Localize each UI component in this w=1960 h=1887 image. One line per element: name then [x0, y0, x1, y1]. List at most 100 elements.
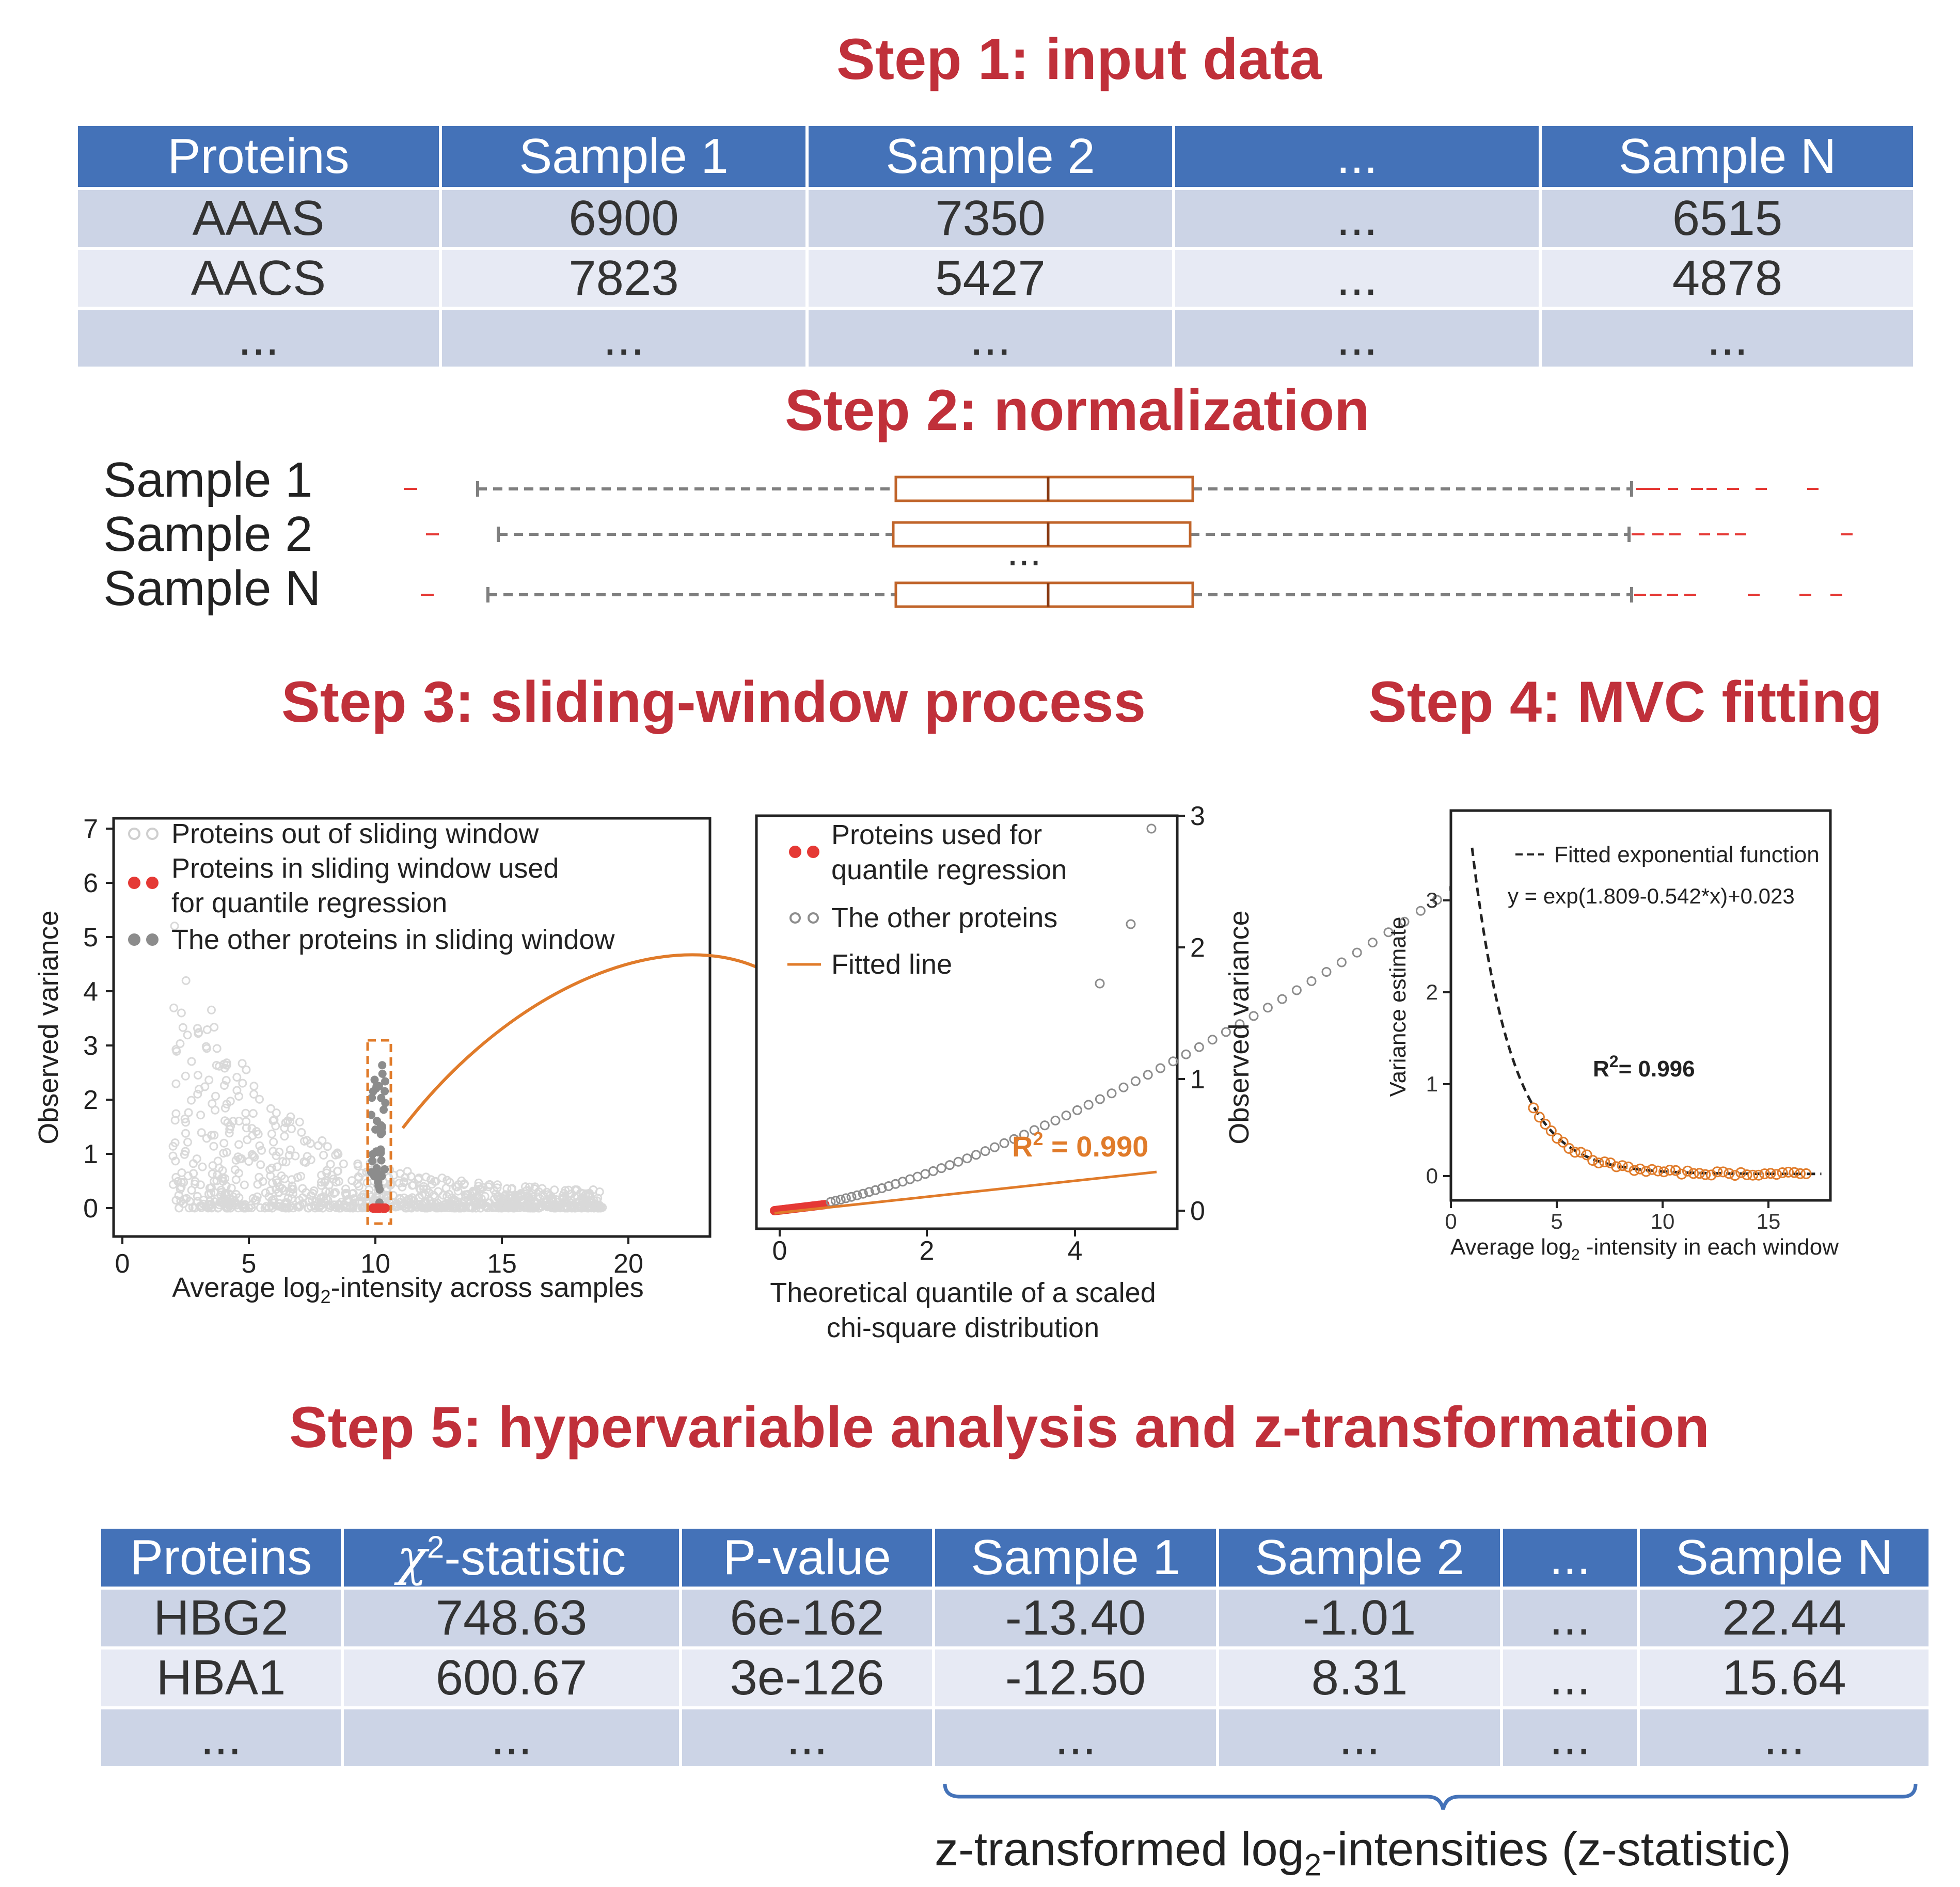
step1-title: Step 1: input data	[836, 27, 1322, 91]
scatter-point-out	[213, 1156, 223, 1166]
scatter-point-out	[184, 1108, 193, 1117]
scatter-point-out	[322, 1166, 331, 1175]
sliding-window-scatter: 0 1 2 3 4 5 6 7 0 5 10 15 20 Observed va…	[33, 814, 712, 1307]
scatter-point-out	[237, 1154, 246, 1163]
table-cell: HBG2	[98, 1587, 344, 1650]
scatter-point-out	[345, 1196, 354, 1206]
scatter-point-out	[242, 1123, 251, 1133]
legend-marker-out	[146, 828, 159, 840]
norm-sample-label: Sample N	[103, 561, 321, 616]
scatter-point-out	[181, 976, 191, 985]
qq-point-other	[1072, 1105, 1082, 1115]
scatter-point-other	[378, 1061, 387, 1070]
scatter-point-out	[225, 1124, 234, 1134]
mvc-window-point	[1534, 1112, 1545, 1123]
sliding-window-box	[366, 1039, 392, 1225]
scatter-point-out	[281, 1118, 290, 1127]
qq-point-other	[1221, 1027, 1231, 1037]
plot-c-equation: y = exp(1.809-0.542*x)+0.023	[1508, 884, 1795, 908]
mvc-window-point	[1528, 1102, 1539, 1114]
mvc-window-point	[1789, 1167, 1800, 1178]
table-cell: ...	[1637, 1706, 1932, 1769]
scatter-point-out	[196, 1111, 206, 1120]
qq-point-other	[980, 1146, 990, 1156]
scatter-point-out	[317, 1170, 326, 1180]
table-cell: ...	[805, 307, 1175, 370]
hypervariable-table: Proteins χ2-statistic P-value Sample 1 S…	[98, 1526, 1932, 1769]
scatter-point-out	[267, 1129, 276, 1138]
scatter-point-out	[269, 1198, 278, 1208]
scatter-point-other	[375, 1185, 384, 1194]
qq-point-other	[1050, 1115, 1061, 1125]
scatter-point-out	[211, 1091, 220, 1101]
qq-point-other	[1207, 1035, 1218, 1045]
scatter-point-out	[542, 1197, 551, 1207]
qq-point-other	[999, 1138, 1009, 1148]
scatter-point-out	[476, 1184, 485, 1194]
scatter-point-out	[339, 1159, 348, 1168]
qq-point-other	[1415, 906, 1426, 916]
scatter-point-out	[234, 1140, 243, 1149]
scatter-point-out	[171, 1109, 181, 1118]
qq-point-other	[936, 1163, 946, 1174]
fitted-line	[774, 1170, 1157, 1215]
scatter-point-out	[247, 1124, 257, 1133]
norm-sample-label: Sample 2	[103, 506, 313, 562]
scatter-point-out	[265, 1165, 275, 1174]
scatter-point-out	[255, 1095, 264, 1104]
table-row: AACS 7823 5427 ... 4878	[75, 247, 1916, 310]
scatter-point-out	[495, 1202, 504, 1211]
table-cell: 748.63	[341, 1587, 682, 1650]
mvc-window-point	[1611, 1161, 1622, 1172]
qq-point-other	[852, 1190, 862, 1200]
scatter-point-out	[272, 1185, 281, 1194]
qq-point-other	[1019, 1130, 1029, 1140]
scatter-point-out	[472, 1200, 481, 1210]
input-header-proteins: Proteins	[75, 123, 442, 190]
scatter-point-out	[341, 1188, 350, 1198]
table-row: HBG2 748.63 6e-162 -13.40 -1.01 ... 22.4…	[98, 1587, 1932, 1650]
x-tick-label: 0	[772, 1236, 787, 1266]
scatter-point-out	[228, 1117, 238, 1126]
legend-label: Proteins used for	[831, 819, 1042, 850]
x-tick-label: 20	[613, 1249, 643, 1279]
x-tick-label: 0	[115, 1249, 130, 1279]
qq-point-other	[1130, 1076, 1141, 1086]
scatter-point-out	[457, 1176, 466, 1185]
scatter-point-out	[260, 1203, 270, 1213]
y-tick-label: 2	[83, 1085, 98, 1115]
qq-point-other	[1029, 1125, 1039, 1135]
scatter-point-other	[377, 1093, 386, 1102]
scatter-point-out	[240, 1180, 249, 1190]
qq-point-other	[864, 1187, 874, 1197]
legend-marker-out	[128, 828, 140, 840]
mvc-window-point	[1658, 1166, 1669, 1178]
scatter-point-out	[200, 1082, 210, 1091]
scatter-point-out	[398, 1182, 407, 1192]
scatter-point-out	[508, 1184, 516, 1193]
scatter-point-out	[238, 1079, 247, 1088]
step3-title: Step 3: sliding-window process	[281, 670, 1146, 734]
output-header-ellipsis: ...	[1500, 1526, 1640, 1590]
qq-point-other	[1126, 919, 1136, 929]
table-row: HBA1 600.67 3e-126 -12.50 8.31 ... 15.64	[98, 1646, 1932, 1709]
scatter-point-out	[190, 1203, 199, 1213]
scatter-point-out	[361, 1197, 371, 1206]
scatter-point-out	[222, 1076, 231, 1085]
qq-point-other	[1367, 938, 1378, 948]
scatter-point-out	[561, 1186, 570, 1195]
table-cell: ...	[1500, 1706, 1640, 1769]
scatter-point-out	[415, 1174, 423, 1183]
scatter-point-other	[377, 1128, 386, 1137]
mvc-window-point	[1783, 1166, 1794, 1178]
scatter-point-out	[520, 1200, 530, 1210]
scatter-point-out	[453, 1186, 463, 1196]
mvc-window-point	[1729, 1170, 1741, 1181]
scatter-point-out	[268, 1116, 278, 1125]
legend-marker-other	[808, 912, 819, 924]
mvc-window-point	[1700, 1169, 1711, 1180]
scatter-point-other	[381, 1087, 389, 1096]
scatter-point-other	[367, 1111, 376, 1119]
y-tick-label: 3	[83, 1031, 98, 1061]
qq-point-other	[1399, 916, 1410, 927]
